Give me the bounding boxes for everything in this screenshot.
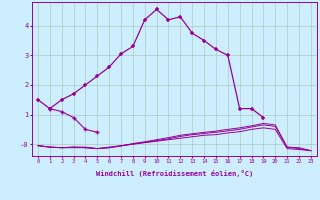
X-axis label: Windchill (Refroidissement éolien,°C): Windchill (Refroidissement éolien,°C) [96,170,253,177]
